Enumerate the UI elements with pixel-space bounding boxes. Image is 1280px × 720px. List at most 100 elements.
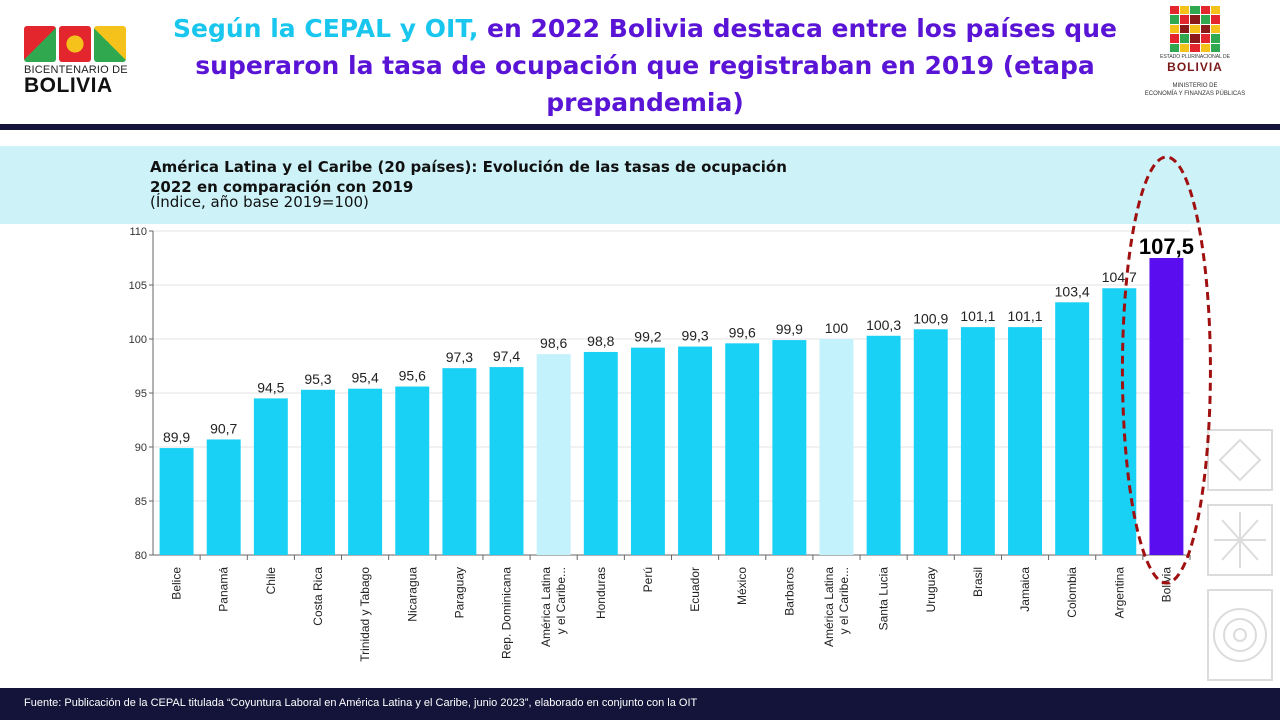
x-tick-label-group: Bolivia — [1159, 567, 1173, 603]
chart-title-panel — [0, 146, 1280, 224]
bar-6 — [395, 386, 430, 555]
y-tick-label: 100 — [129, 334, 147, 346]
bar-5 — [348, 388, 383, 555]
data-label: 89,9 — [163, 429, 190, 445]
x-tick-label-group: América Latina y el Caribe... — [539, 567, 568, 647]
bar-3 — [253, 398, 288, 555]
chart-title: América Latina y el Caribe (20 países): … — [150, 157, 787, 197]
x-tick-label-group: Trinidad y Tabago — [358, 567, 372, 662]
bicentenario-logo-top: BICENTENARIO DE — [24, 64, 128, 76]
bicentenario-logo: BICENTENARIO DE BOLIVIA — [24, 26, 134, 98]
bar-20 — [1055, 302, 1090, 555]
x-tick-label-group: Nicaragua — [405, 567, 419, 622]
bar-9 — [536, 354, 571, 555]
data-label: 95,4 — [351, 370, 378, 386]
bicentenario-logo-main: BOLIVIA — [24, 74, 113, 97]
data-label: 100,3 — [866, 317, 901, 333]
x-tick-label-group: Ecuador — [688, 567, 702, 612]
chart-title-line-2: 2022 en comparación con 2019 — [150, 178, 414, 196]
x-tick-label-group: Paraguay — [452, 567, 466, 618]
ministry-name-line-2: ECONOMÍA Y FINANZAS PÚBLICAS — [1144, 91, 1246, 97]
footer-bar: Fuente: Publicación de la CEPAL titulada… — [0, 688, 1280, 720]
bar-12 — [678, 346, 713, 555]
x-tick-label: Uruguay — [924, 567, 938, 612]
x-tick-label: Belice — [170, 567, 184, 600]
y-tick-label: 105 — [129, 280, 147, 292]
data-label: 101,1 — [960, 308, 995, 324]
data-label: 99,3 — [681, 328, 708, 344]
x-tick-label: Nicaragua — [405, 567, 419, 622]
ministry-name: MINISTERIO DE ECONOMÍA Y FINANZAS PÚBLIC… — [1130, 82, 1260, 98]
x-tick-label-group: Argentina — [1112, 567, 1126, 619]
bar-19 — [1008, 327, 1042, 555]
x-tick-label-group: Colombia — [1065, 567, 1079, 618]
y-tick-label: 110 — [129, 226, 147, 238]
x-tick-label-group: Costa Rica — [311, 567, 325, 626]
data-label: 90,7 — [210, 420, 237, 436]
x-tick-label: Barbaros — [782, 567, 796, 616]
data-label: 95,3 — [304, 371, 331, 387]
bar-4 — [301, 389, 335, 555]
y-tick-label: 95 — [135, 388, 147, 400]
x-tick-label: Rep. Dominicana — [500, 567, 514, 659]
x-tick-label: América Latina — [822, 567, 836, 647]
x-tick-label: Perú — [641, 567, 655, 592]
page-title-highlight: Según la CEPAL y OIT, — [173, 14, 479, 43]
data-label: 97,4 — [493, 348, 520, 364]
bar-2 — [206, 439, 241, 555]
x-tick-label: Argentina — [1112, 567, 1126, 619]
source-note: Fuente: Publicación de la CEPAL titulada… — [24, 697, 698, 709]
data-label: 97,3 — [446, 349, 473, 365]
data-label: 101,1 — [1007, 308, 1042, 324]
x-tick-label: Brasil — [971, 567, 985, 597]
ministry-logo-small: ESTADO PLURINACIONAL DE — [1159, 54, 1230, 60]
bar-17 — [913, 329, 948, 555]
x-tick-label: Costa Rica — [311, 567, 325, 626]
x-tick-label-group: Barbaros — [782, 567, 796, 616]
chart-subtitle: (Índice, año base 2019=100) — [150, 193, 369, 211]
x-tick-label: Bolivia — [1159, 567, 1173, 603]
bar-8 — [489, 367, 524, 555]
bar-1 — [159, 448, 194, 555]
x-tick-label: Trinidad y Tabago — [358, 567, 372, 662]
data-label: 98,8 — [587, 333, 614, 349]
x-tick-label: y el Caribe... — [837, 567, 851, 634]
x-tick-label: América Latina — [539, 567, 553, 647]
x-tick-label: México — [735, 567, 749, 605]
x-tick-label-group: Brasil — [971, 567, 985, 597]
x-tick-label: Panamá — [217, 567, 231, 612]
data-label: 99,2 — [634, 329, 661, 345]
page-title: Según la CEPAL y OIT, en 2022 Bolivia de… — [150, 10, 1140, 121]
chart-title-line-1: América Latina y el Caribe (20 países): … — [150, 158, 787, 176]
x-tick-label: Ecuador — [688, 567, 702, 612]
data-label: 94,5 — [257, 379, 284, 395]
ministry-logo: ESTADO PLURINACIONAL DE BOLIVIA MINISTER… — [1130, 6, 1260, 110]
y-tick-label: 80 — [135, 550, 147, 562]
x-tick-label: Colombia — [1065, 567, 1079, 618]
bar-10 — [583, 351, 618, 555]
data-label: 107,5 — [1139, 234, 1194, 259]
bar-11 — [630, 347, 665, 555]
occupation-rate-bar-chart: 80 85 90 95 100 105 110 89,9 Belice 90,7 Panamá 94,… — [129, 155, 1212, 662]
x-tick-label-group: Belice — [170, 567, 184, 600]
bar-7 — [442, 368, 477, 555]
data-label: 99,9 — [776, 321, 803, 337]
data-label: 100 — [825, 320, 849, 336]
x-tick-label-group: Chile — [264, 567, 278, 595]
bar-14 — [772, 340, 807, 555]
andean-pattern-decoration — [1207, 429, 1273, 681]
ministry-name-line-1: MINISTERIO DE — [1172, 83, 1218, 89]
ministry-logo-main: BOLIVIA — [1167, 60, 1223, 74]
y-tick-label: 90 — [135, 442, 147, 454]
x-tick-label-group: Panamá — [217, 567, 231, 612]
x-tick-label-group: Rep. Dominicana — [500, 567, 514, 659]
x-tick-label-group: América Latina y el Caribe... — [822, 567, 851, 647]
bar-16 — [866, 335, 901, 555]
x-tick-label: Jamaica — [1018, 567, 1032, 612]
bicentenario-logo-art — [24, 26, 134, 62]
data-label: 104,7 — [1102, 269, 1137, 285]
header-rule — [0, 124, 1280, 130]
data-label: 100,9 — [913, 310, 948, 326]
x-tick-label-group: Jamaica — [1018, 567, 1032, 612]
highlight-ellipse — [1120, 155, 1212, 585]
